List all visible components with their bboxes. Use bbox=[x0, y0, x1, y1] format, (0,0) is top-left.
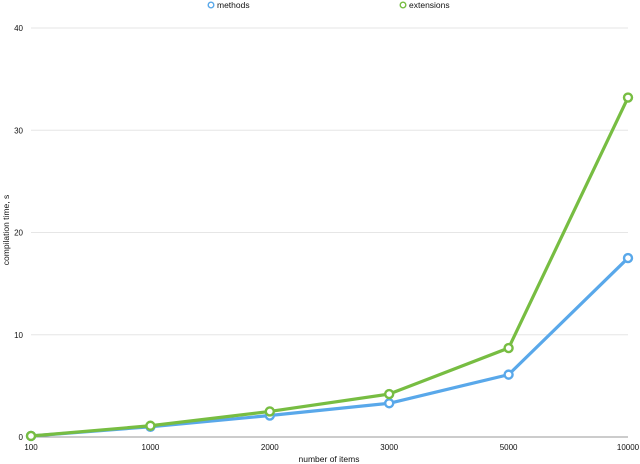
y-axis-label: compilation time, s bbox=[1, 195, 11, 265]
x-tick-label: 5000 bbox=[500, 443, 518, 452]
x-axis-label: number of items bbox=[299, 454, 360, 464]
legend: methods extensions bbox=[207, 0, 450, 10]
y-tick-label: 10 bbox=[14, 331, 23, 340]
x-axis-ticks: 100 1000 2000 3000 5000 10000 bbox=[24, 443, 639, 452]
x-tick-label: 2000 bbox=[261, 443, 279, 452]
y-tick-label: 20 bbox=[14, 229, 23, 238]
extensions-point bbox=[384, 388, 395, 400]
extensions-point bbox=[25, 430, 37, 442]
series-lines bbox=[25, 92, 634, 442]
x-tick-label: 100 bbox=[24, 443, 38, 452]
y-tick-label: 30 bbox=[14, 126, 23, 135]
gridlines bbox=[31, 27, 628, 438]
legend-marker bbox=[207, 1, 215, 9]
extensions-point bbox=[264, 406, 275, 417]
x-tick-label: 10000 bbox=[617, 443, 640, 452]
extensions-point bbox=[145, 420, 156, 431]
legend-item-extensions: extensions bbox=[399, 0, 450, 10]
extensions-point bbox=[622, 92, 634, 103]
x-tick-label: 1000 bbox=[142, 443, 160, 452]
y-tick-label: 40 bbox=[14, 24, 23, 33]
methods-point bbox=[622, 252, 634, 264]
legend-label: methods bbox=[217, 0, 250, 10]
legend-marker bbox=[399, 1, 407, 9]
legend-label: extensions bbox=[409, 0, 450, 10]
extensions-line bbox=[29, 95, 630, 438]
extensions-point bbox=[503, 342, 514, 354]
y-axis-ticks: 0 10 20 30 40 bbox=[14, 24, 23, 442]
series-extensions bbox=[25, 92, 634, 442]
methods-point bbox=[503, 369, 514, 380]
methods-point bbox=[384, 398, 395, 409]
legend-item-methods: methods bbox=[207, 0, 250, 10]
x-tick-label: 3000 bbox=[380, 443, 398, 452]
y-tick-label: 0 bbox=[19, 433, 24, 442]
